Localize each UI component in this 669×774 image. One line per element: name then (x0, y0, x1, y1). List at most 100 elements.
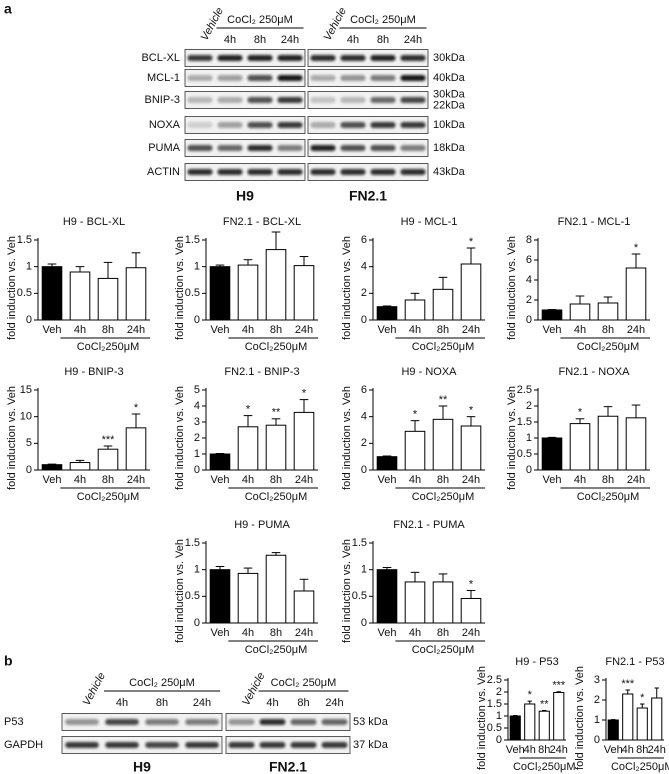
blot-band (340, 75, 366, 81)
x-tick-label: 24h (550, 744, 568, 756)
time-label: 8h (297, 697, 309, 709)
x-tick-label: 8h (636, 744, 648, 756)
blot-band (370, 122, 396, 128)
x-tick-label: 24h (627, 474, 645, 486)
protein-label: GAPDH (4, 739, 43, 751)
bar (432, 581, 454, 624)
x-tick-label: 8h (602, 324, 614, 336)
vehicle-label: Vehicle (322, 6, 349, 43)
x-tick-label: 24h (295, 324, 313, 336)
significance: * (634, 242, 639, 254)
x-tick-label: Veh (378, 324, 397, 336)
bar (125, 427, 147, 471)
y-axis-label: fold induction vs. Veh (174, 539, 186, 643)
blot-band (185, 719, 219, 725)
significance: * (578, 407, 583, 419)
blot-band (321, 719, 348, 725)
size-label: 30kDa (433, 88, 466, 100)
bar (237, 264, 259, 321)
y-tick-label: 0 (194, 314, 200, 326)
x-tick-label: 24h (627, 324, 645, 336)
bar (651, 697, 663, 741)
significance: * (640, 692, 645, 704)
x-tick-label: 4h (74, 324, 86, 336)
blot-band (217, 145, 243, 151)
protein-label: P53 (4, 716, 24, 728)
x-tick-label: Veh (543, 324, 562, 336)
vehicle-label: Vehicle (240, 671, 267, 708)
treatment-label: CoCl₂ 250μM (271, 677, 337, 689)
bar (376, 456, 398, 471)
blot-band (277, 55, 303, 61)
group-label: CoCl₂250μM (412, 341, 475, 353)
y-tick-label: 6 (526, 254, 532, 266)
y-tick-label: 4 (194, 400, 200, 412)
blot-frame (184, 139, 306, 157)
y-tick-label: 0.5 (185, 590, 200, 602)
blot-band (247, 145, 273, 151)
chart-title: FN2.1 - BCL-XL (223, 216, 301, 228)
chart-title: FN2.1 - MCL-1 (558, 216, 631, 228)
significance: * (469, 578, 474, 590)
y-tick-label: 5 (26, 437, 32, 449)
bar (69, 462, 91, 471)
blot-band (277, 169, 303, 175)
blot-band (277, 97, 303, 103)
significance: ** (272, 407, 281, 419)
y-tick-label: 1 (526, 432, 532, 444)
blot-band (400, 75, 426, 81)
blot-band (370, 75, 396, 81)
chart-title: FN2.1 - BNIP-3 (224, 366, 299, 378)
bar (237, 572, 259, 624)
y-tick-label: 8 (526, 234, 532, 246)
blot-band (370, 97, 396, 103)
significance: ** (540, 698, 549, 710)
y-tick-label: 6 (361, 384, 367, 396)
y-tick-label: 4 (361, 261, 367, 273)
blot-band (277, 122, 303, 128)
x-tick-label: 4h (622, 744, 634, 756)
bar (97, 277, 119, 321)
blot-band (277, 75, 303, 81)
y-tick-label: 2 (194, 432, 200, 444)
blot-frame (184, 49, 306, 67)
y-tick-label: 3 (594, 674, 600, 686)
y-tick-label: 0 (496, 734, 502, 746)
y-tick-label: 1 (26, 261, 32, 273)
x-tick-label: 4h (409, 627, 421, 639)
y-tick-label: 0 (594, 734, 600, 746)
x-tick-label: Veh (43, 324, 62, 336)
group-label: CoCl₂250μM (77, 491, 140, 503)
blot-band (370, 55, 396, 61)
time-label: 4h (224, 34, 236, 46)
time-label: 4h (116, 697, 128, 709)
protein-label: MCL-1 (147, 72, 180, 84)
significance: * (134, 402, 139, 414)
group-label: CoCl₂250μM (577, 341, 640, 353)
bar (376, 569, 398, 624)
bar (209, 266, 231, 321)
x-tick-label: Veh (211, 324, 230, 336)
bar (293, 411, 315, 471)
blot-band (105, 742, 139, 748)
blot-band (187, 122, 213, 128)
blot-band (217, 75, 243, 81)
blot-frame (184, 163, 306, 181)
y-tick-label: 2.5 (487, 674, 502, 686)
y-tick-label: 2 (361, 287, 367, 299)
y-axis-label: fold induction vs. Veh (341, 236, 353, 340)
panel-label: b (4, 653, 13, 669)
bar (524, 703, 536, 741)
bar (432, 288, 454, 321)
bar (293, 265, 315, 321)
x-tick-label: Veh (604, 744, 623, 756)
x-tick-label: 4h (574, 324, 586, 336)
group-label: CoCl₂250μM (245, 491, 308, 503)
y-axis-label: fold induction vs. Veh (506, 236, 518, 340)
blot-band (145, 719, 179, 725)
blot-frame (307, 116, 429, 134)
blot-frame (184, 69, 306, 87)
significance: *** (102, 434, 116, 446)
bar (97, 448, 119, 471)
